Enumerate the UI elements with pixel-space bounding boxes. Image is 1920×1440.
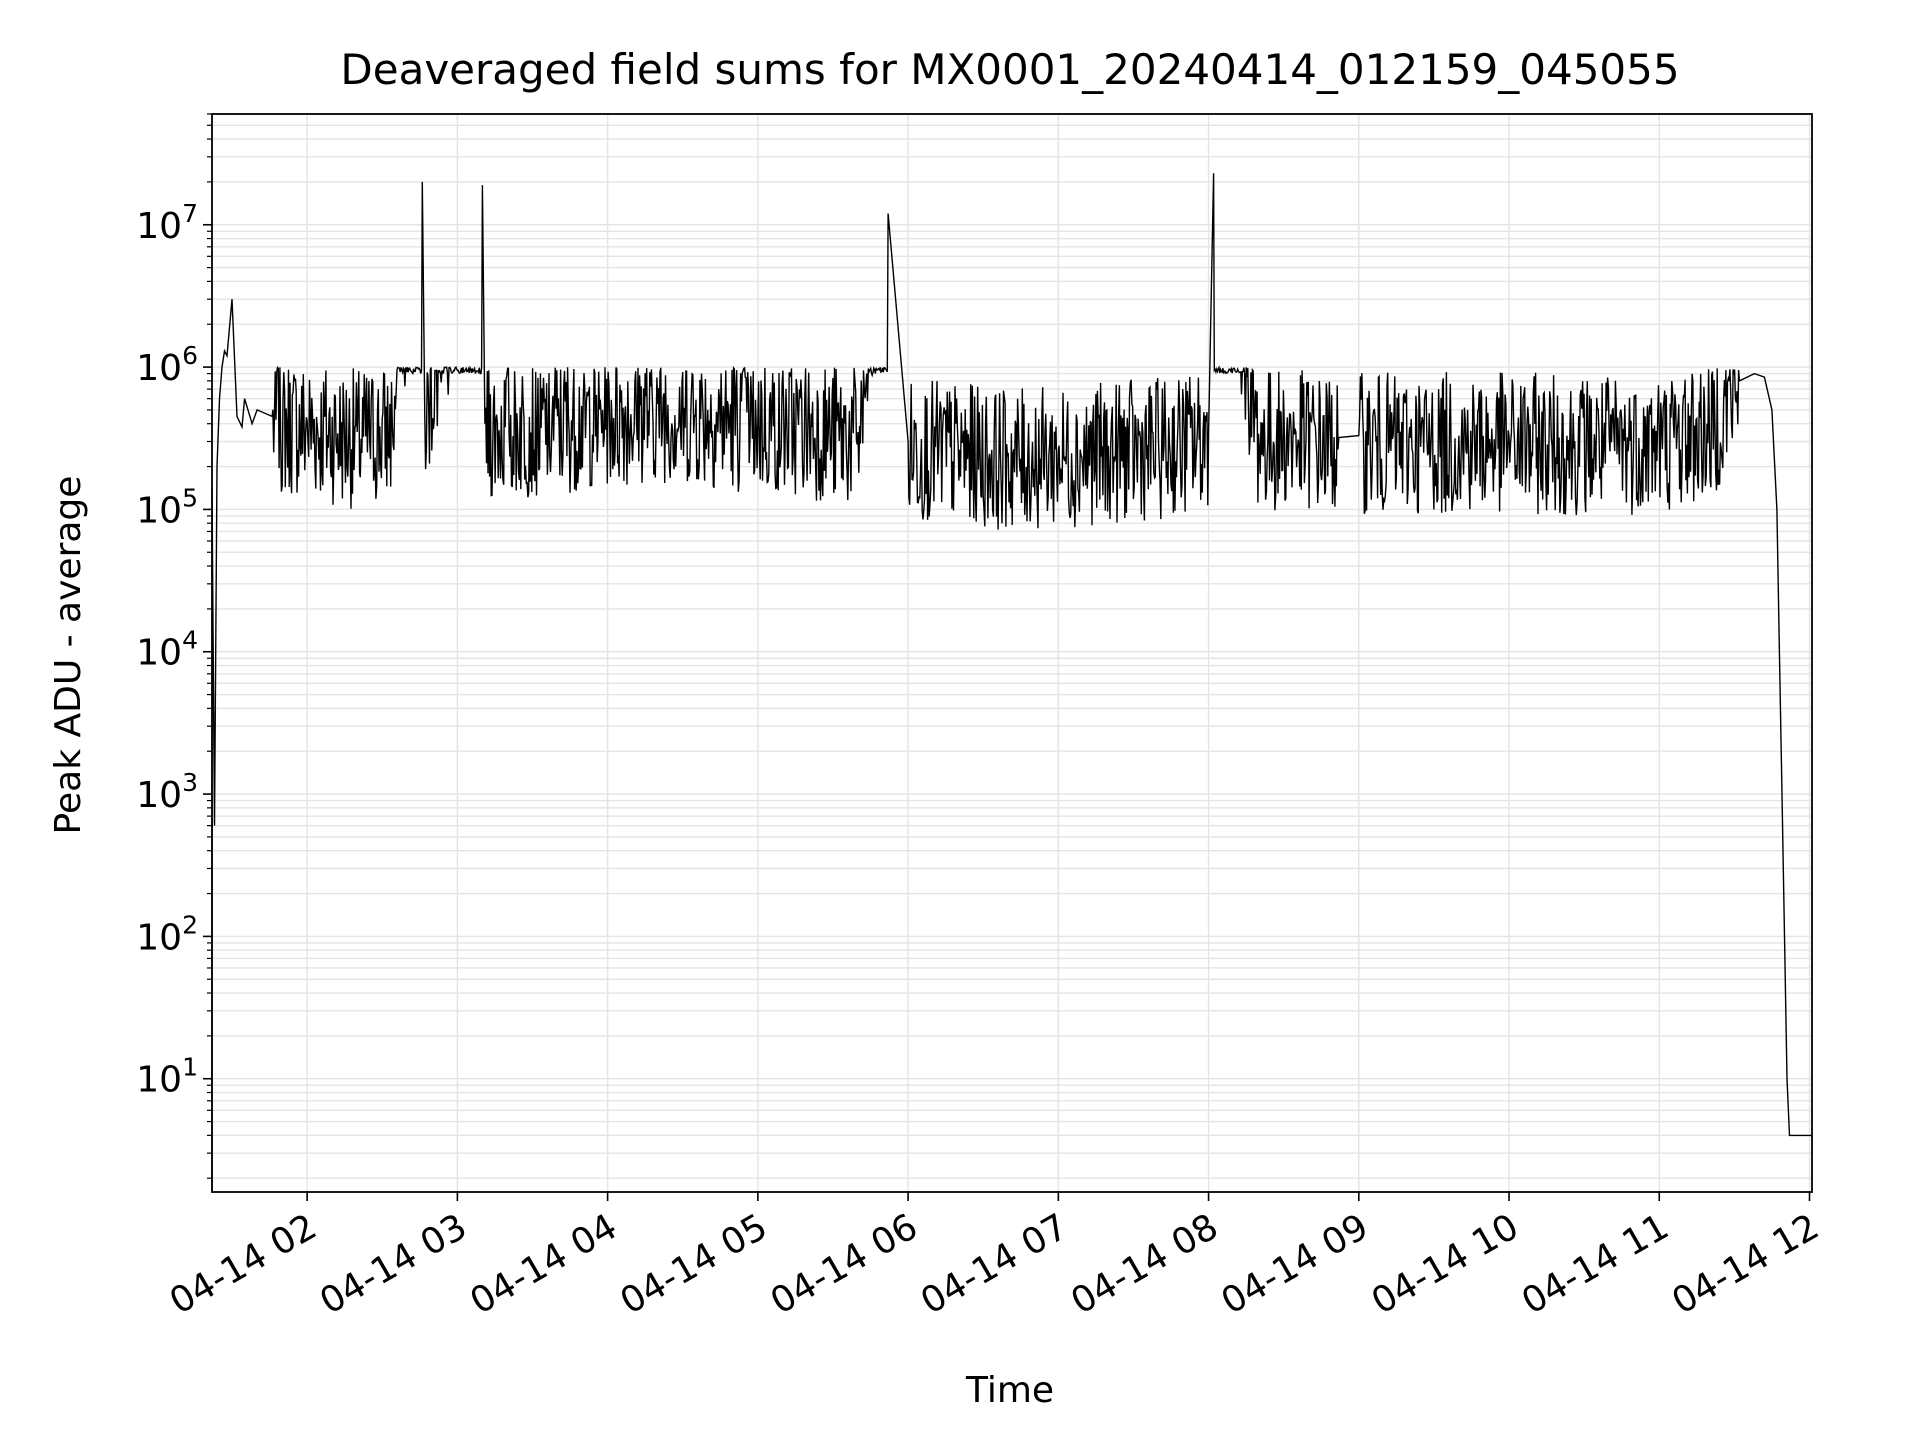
y-tick-label: 106 — [136, 341, 198, 389]
series-line — [211, 173, 1812, 1192]
axis-ticks — [203, 113, 1811, 1201]
series-layer — [211, 173, 1812, 1192]
plot-area-frame — [211, 113, 1813, 1193]
y-tick-label: 101 — [136, 1053, 198, 1101]
y-tick-label: 102 — [136, 910, 198, 958]
y-tick-labels: 101 102 103 104 105 106 107 — [136, 199, 198, 1101]
major-gridlines — [212, 114, 1812, 1192]
y-axis-label: Peak ADU - average — [48, 476, 89, 835]
y-tick-label: 104 — [136, 626, 198, 674]
x-axis-label: Time — [965, 1370, 1054, 1411]
y-tick-label: 103 — [136, 768, 198, 816]
y-tick-label: 107 — [136, 199, 198, 247]
y-tick-label: 105 — [136, 483, 198, 531]
chart-title: Deaveraged field sums for MX0001_2024041… — [340, 45, 1679, 94]
